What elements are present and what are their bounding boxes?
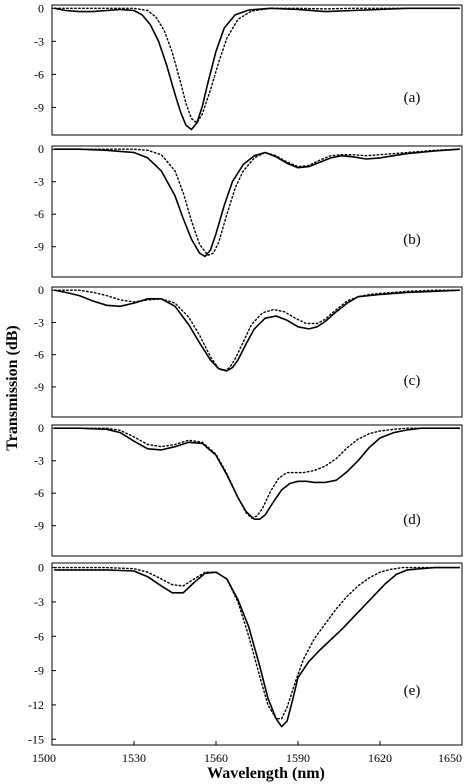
x-tick-label: 1560	[204, 751, 228, 765]
x-tick-label: 1500	[32, 751, 56, 765]
y-tick-label: -3	[34, 175, 44, 189]
series-solid-line	[53, 427, 461, 521]
y-tick-label: -9	[34, 100, 44, 114]
y-tick-label: 0	[38, 283, 44, 297]
y-tick-label: -9	[34, 240, 44, 254]
y-tick-label: -9	[34, 519, 44, 533]
panel-frame	[51, 4, 463, 136]
y-axis-title: Transmission (dB)	[4, 325, 21, 451]
y-tick-label: -6	[34, 67, 44, 81]
x-axis-title: Wavelength (nm)	[207, 765, 325, 782]
y-tick-label: -3	[34, 595, 44, 609]
x-tick-label: 1590	[286, 751, 310, 765]
panel-label: (e)	[404, 683, 421, 699]
panel-label: (c)	[404, 373, 421, 389]
x-tick-label: 1620	[368, 751, 392, 765]
y-tick-label: -6	[34, 207, 44, 221]
series-solid-line	[53, 289, 461, 372]
panel-label: (a)	[404, 90, 421, 106]
y-tick-label: -9	[34, 380, 44, 394]
panel-frame	[51, 145, 463, 278]
panels-group: 0 -3 -6 -9 (a) 0 -3 -6 -9 (b) 0 -3 -6 -9 (c) 0 -3 -6 -9 (d)…	[28, 1, 463, 765]
y-tick-label: -6	[34, 486, 44, 500]
panel-label: (d)	[403, 512, 421, 528]
y-tick-label: 0	[38, 142, 44, 156]
series-dotted-line	[54, 148, 460, 257]
y-tick-label: -9	[34, 664, 44, 678]
y-tick-label: -3	[34, 454, 44, 468]
panel-frame	[51, 286, 463, 418]
series-solid-line	[53, 7, 461, 131]
series-solid-line	[53, 148, 461, 258]
panel-frame	[51, 562, 463, 746]
y-tick-label: 0	[38, 1, 44, 15]
series-dotted-line	[54, 289, 460, 372]
series-dotted-line	[54, 427, 460, 519]
panel-label: (b)	[403, 232, 421, 248]
y-tick-label: -15	[28, 732, 44, 746]
y-tick-label: 0	[38, 421, 44, 435]
y-tick-label: 0	[38, 561, 44, 575]
y-tick-label: -6	[34, 629, 44, 643]
x-tick-label: 1650	[438, 751, 462, 765]
chart-panel-a: 0 -3 -6 -9 (a)	[34, 1, 463, 136]
x-tick-label: 1530	[122, 751, 146, 765]
series-solid-line	[53, 566, 461, 728]
chart-panel-b: 0 -3 -6 -9 (b)	[34, 142, 463, 278]
panel-frame	[51, 424, 463, 557]
y-tick-label: -3	[34, 34, 44, 48]
series-dotted-line	[54, 7, 460, 124]
chart-panel-c: 0 -3 -6 -9 (c)	[34, 283, 463, 418]
series-dotted-line	[54, 566, 460, 720]
chart-panel-d: 0 -3 -6 -9 (d)	[34, 421, 463, 557]
y-tick-label: -12	[28, 698, 44, 712]
y-tick-label: -3	[34, 315, 44, 329]
y-tick-label: -6	[34, 348, 44, 362]
chart-panel-e: 0 -3 -6 -9 -12 -15 1500 1530 1560 1590 1620 1650 (e)	[28, 561, 463, 765]
